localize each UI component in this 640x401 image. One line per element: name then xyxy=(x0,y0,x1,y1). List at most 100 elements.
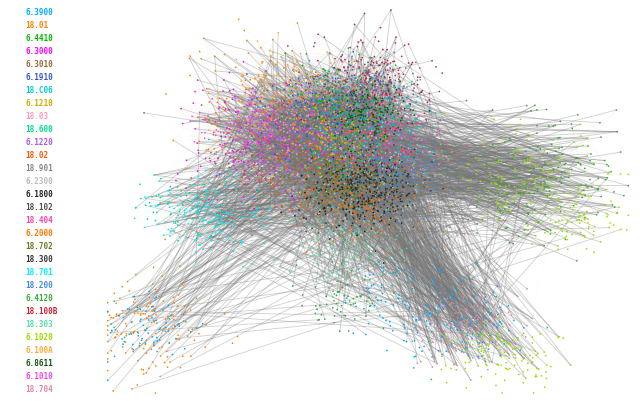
Point xyxy=(379,191,389,197)
Point xyxy=(344,209,355,215)
Point xyxy=(500,184,511,190)
Point xyxy=(240,182,250,188)
Point xyxy=(323,140,333,146)
Point xyxy=(540,384,550,391)
Point xyxy=(347,156,357,162)
Point xyxy=(476,217,486,223)
Point xyxy=(378,161,388,167)
Point xyxy=(551,190,561,197)
Point xyxy=(449,361,459,368)
Point xyxy=(391,150,401,156)
Point xyxy=(337,124,348,131)
Point xyxy=(318,143,328,149)
Point xyxy=(287,107,298,113)
Point xyxy=(206,247,216,253)
Point xyxy=(355,243,365,249)
Point xyxy=(284,137,294,143)
Point xyxy=(278,107,289,113)
Point xyxy=(326,136,337,143)
Point xyxy=(383,164,393,170)
Point xyxy=(335,79,345,86)
Point xyxy=(334,202,344,209)
Point xyxy=(280,152,291,158)
Point xyxy=(342,99,353,105)
Point xyxy=(244,104,254,110)
Point xyxy=(424,347,435,353)
Point xyxy=(291,142,301,149)
Point xyxy=(333,96,344,102)
Point xyxy=(308,131,318,138)
Point xyxy=(425,111,435,117)
Point xyxy=(297,73,307,80)
Point xyxy=(332,169,342,176)
Point xyxy=(291,81,301,88)
Point xyxy=(391,181,401,188)
Point xyxy=(408,365,419,371)
Point xyxy=(452,342,463,349)
Point xyxy=(479,162,490,168)
Point xyxy=(497,321,507,327)
Point xyxy=(289,64,300,71)
Point xyxy=(392,87,402,94)
Point xyxy=(283,98,293,104)
Point xyxy=(539,243,549,249)
Point xyxy=(253,108,263,114)
Point xyxy=(369,221,380,227)
Point xyxy=(500,377,510,384)
Point xyxy=(298,119,308,126)
Point xyxy=(453,310,463,316)
Point xyxy=(432,132,442,139)
Point xyxy=(356,168,366,174)
Point xyxy=(282,116,292,123)
Point xyxy=(349,182,359,188)
Point xyxy=(311,120,321,127)
Point xyxy=(296,198,307,205)
Point xyxy=(414,175,424,182)
Point xyxy=(399,258,410,264)
Point xyxy=(317,172,327,178)
Point xyxy=(204,210,214,216)
Point xyxy=(410,325,420,331)
Point xyxy=(485,336,495,342)
Point xyxy=(297,112,307,119)
Point xyxy=(565,183,575,190)
Point xyxy=(541,362,552,369)
Point xyxy=(321,142,332,148)
Point xyxy=(524,145,534,152)
Point xyxy=(314,177,324,183)
Point xyxy=(399,150,409,156)
Point xyxy=(344,88,355,94)
Point xyxy=(384,146,394,152)
Point xyxy=(474,306,484,313)
Point xyxy=(317,128,327,134)
Point xyxy=(347,113,357,119)
Point xyxy=(403,178,413,184)
Point xyxy=(344,140,355,146)
Point xyxy=(339,134,349,141)
Point xyxy=(193,115,203,121)
Point xyxy=(311,121,321,128)
Point xyxy=(368,177,378,184)
Point xyxy=(376,83,386,89)
Point xyxy=(420,189,430,196)
Point xyxy=(291,59,301,65)
Point xyxy=(286,191,296,197)
Point xyxy=(376,155,387,162)
Point xyxy=(322,100,332,106)
Point xyxy=(333,211,343,218)
Point xyxy=(261,69,271,75)
Point xyxy=(224,107,234,113)
Point xyxy=(229,132,239,139)
Point xyxy=(276,152,286,158)
Point xyxy=(355,259,365,265)
Point xyxy=(231,138,241,144)
Point xyxy=(327,131,337,138)
Point xyxy=(269,157,279,163)
Point xyxy=(532,219,542,225)
Point xyxy=(145,200,155,207)
Point xyxy=(342,180,352,186)
Point xyxy=(236,239,246,245)
Point xyxy=(516,358,527,365)
Point xyxy=(346,180,356,187)
Point xyxy=(369,54,380,61)
